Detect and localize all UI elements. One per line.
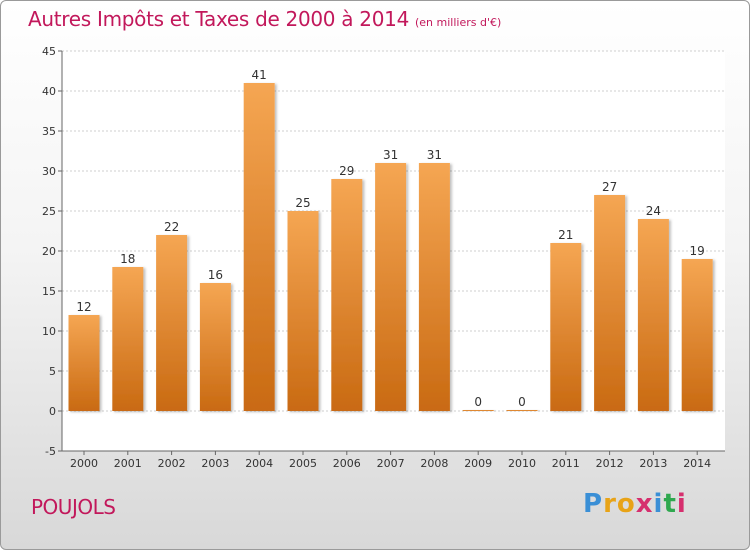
y-tick-label: 35	[42, 125, 56, 138]
x-tick-label-2014: 2014	[683, 457, 711, 470]
x-tick-label-2003: 2003	[201, 457, 229, 470]
x-tick-label-2004: 2004	[245, 457, 273, 470]
data-labels: 12 18 22 16 41 25 29 31 31 0 0 21 27 24 19	[76, 68, 704, 409]
data-label-2009: 0	[474, 395, 482, 409]
data-label-2002: 22	[164, 220, 179, 234]
x-tick-label-2013: 2013	[639, 457, 667, 470]
x-tick-label-2000: 2000	[70, 457, 98, 470]
x-axis-ticks: 2000 2001 2002 2003 2004 2005 2006 2007 2008 2009…	[70, 451, 711, 470]
x-tick-label-2012: 2012	[596, 457, 624, 470]
x-tick-label-2005: 2005	[289, 457, 317, 470]
logo-letter: i	[676, 489, 687, 519]
y-tick-label: 10	[42, 325, 56, 338]
x-tick-label-2010: 2010	[508, 457, 536, 470]
x-tick-label-2001: 2001	[114, 457, 142, 470]
data-label-2006: 29	[339, 164, 354, 178]
data-label-2013: 24	[646, 204, 661, 218]
logo-letter: i	[653, 489, 664, 519]
x-tick-label-2008: 2008	[420, 457, 448, 470]
data-label-2007: 31	[383, 148, 398, 162]
y-tick-label: 15	[42, 285, 56, 298]
bar-2013	[637, 219, 669, 411]
data-label-2000: 12	[76, 300, 91, 314]
bar-2004	[243, 83, 275, 411]
x-tick-label-2009: 2009	[464, 457, 492, 470]
y-tick-label: 20	[42, 245, 56, 258]
bar-2001	[112, 267, 144, 411]
chart-title-text: Autres Impôts et Taxes de 2000 à 2014	[28, 7, 409, 31]
bars	[68, 83, 713, 411]
place-name: POUJOLS	[31, 495, 116, 519]
data-label-2011: 21	[558, 228, 573, 242]
x-tick-label-2006: 2006	[333, 457, 361, 470]
data-label-2003: 16	[208, 268, 223, 282]
data-label-2012: 27	[602, 180, 617, 194]
bar-2007	[375, 163, 407, 411]
y-tick-label: 5	[49, 365, 56, 378]
data-label-2014: 19	[690, 244, 705, 258]
y-tick-label: -5	[45, 445, 56, 458]
logo-letter: t	[663, 489, 677, 519]
bar-2006	[331, 179, 363, 411]
data-label-2010: 0	[518, 395, 526, 409]
proxiti-logo: Proxiti	[583, 489, 687, 519]
y-tick-label: 25	[42, 205, 56, 218]
data-label-2008: 31	[427, 148, 442, 162]
y-tick-label: 0	[49, 405, 56, 418]
bar-2002	[156, 235, 188, 411]
bar-2009	[462, 410, 494, 411]
logo-letter: x	[635, 489, 654, 519]
data-label-2005: 25	[295, 196, 310, 210]
data-label-2004: 41	[252, 68, 267, 82]
y-tick-label: 45	[42, 45, 56, 58]
bar-2008	[418, 163, 450, 411]
logo-letter: r	[603, 489, 617, 519]
x-tick-label-2011: 2011	[552, 457, 580, 470]
x-tick-label-2002: 2002	[158, 457, 186, 470]
logo-letter: o	[616, 489, 636, 519]
chart-subtitle: (en milliers d'€)	[415, 16, 502, 29]
bar-2012	[594, 195, 626, 411]
x-tick-label-2007: 2007	[377, 457, 405, 470]
bar-2003	[199, 283, 231, 411]
bar-2011	[550, 243, 582, 411]
data-label-2001: 18	[120, 252, 135, 266]
bar-2000	[68, 315, 100, 411]
bar-2005	[287, 211, 319, 411]
bar-2010	[506, 410, 538, 411]
y-tick-label: 30	[42, 165, 56, 178]
logo-letter: P	[583, 489, 604, 519]
chart-title: Autres Impôts et Taxes de 2000 à 2014 (en…	[28, 7, 501, 31]
y-axis-ticks: -5 0 5 10 15 20 25 30 35 40 45	[42, 45, 62, 458]
y-tick-label: 40	[42, 85, 56, 98]
bar-2014	[681, 259, 713, 411]
